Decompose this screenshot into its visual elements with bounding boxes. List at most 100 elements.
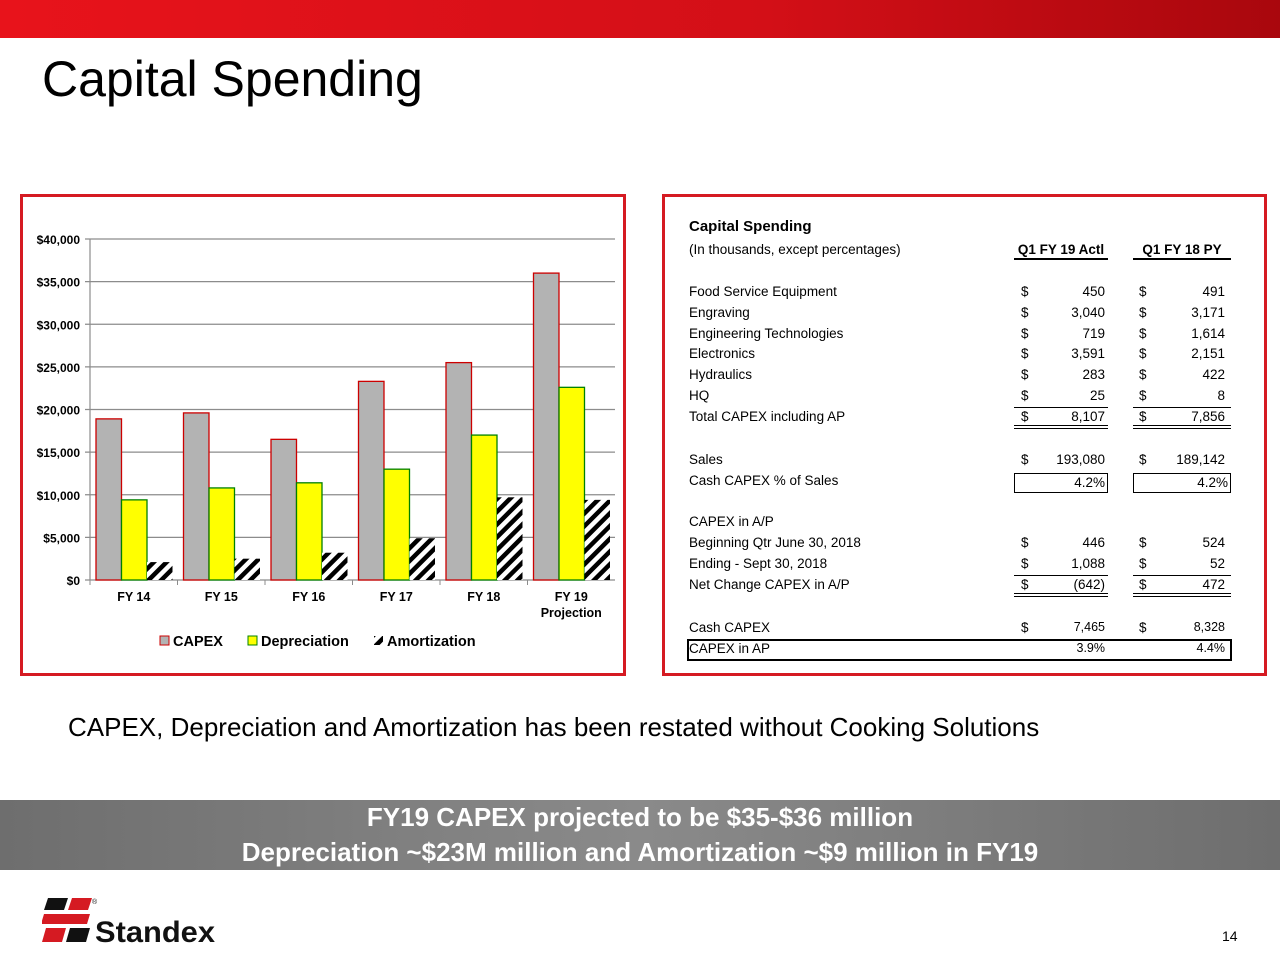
row-label: Beginning Qtr June 30, 2018 [689,535,861,550]
currency-symbol: $ [1139,284,1147,299]
legend-swatch-amortization [374,636,383,645]
currency-symbol: $ [1139,367,1147,382]
cell-q1-fy18: 491 [1202,284,1225,299]
bar-depreciation [120,499,148,581]
bar-amortization [147,562,173,580]
bar-amortization [322,552,348,580]
row-label: Hydraulics [689,367,753,382]
svg-text:Standex: Standex [95,916,215,946]
bar-depreciation [295,482,323,581]
currency-symbol: $ [1021,577,1029,592]
row-label: Electronics [689,346,756,361]
bar-amortization [584,499,610,580]
currency-symbol: $ [1021,409,1029,424]
standex-logo: Standex ® [41,896,232,951]
bar-capex [445,361,473,581]
cell-q1-fy19: 446 [1082,535,1105,550]
cell-q1-fy18: 2,151 [1191,346,1225,361]
cell-q1-fy19: 193,080 [1056,452,1105,467]
bar-capex [95,418,123,581]
cell-q1-fy19: 3,591 [1071,346,1105,361]
currency-symbol: $ [1139,346,1147,361]
cell-q1-fy19: 283 [1082,367,1105,382]
cell-q1-fy19: 719 [1082,326,1105,341]
bar-capex [182,412,210,581]
x-tick-label: FY 19 [555,590,588,604]
row-label: CAPEX in A/P [689,514,774,529]
cell-q1-fy18: 189,142 [1176,452,1225,467]
row-label: Cash CAPEX [689,620,771,635]
cell-q1-fy18: 4.4% [1196,641,1226,655]
currency-symbol: $ [1139,305,1147,320]
y-tick-label: $20,000 [37,404,81,418]
cell-q1-fy18: 3,171 [1191,305,1225,320]
row-label: Engineering Technologies [689,326,844,341]
currency-symbol: $ [1021,305,1029,320]
x-tick-label: FY 14 [117,590,150,604]
svg-text:®: ® [92,898,98,906]
currency-symbol: $ [1021,346,1029,361]
currency-symbol: $ [1139,409,1147,424]
currency-symbol: $ [1021,326,1029,341]
currency-symbol: $ [1021,535,1029,550]
cell-q1-fy19: 25 [1014,388,1108,408]
y-tick-label: $0 [67,574,81,588]
currency-symbol: $ [1139,452,1147,467]
bar-amortization [497,497,523,580]
y-tick-label: $40,000 [37,233,81,247]
y-tick-label: $5,000 [43,531,80,545]
slide-title: Capital Spending [42,51,423,107]
projection-banner: FY19 CAPEX projected to be $35-$36 milli… [0,800,1280,870]
cell-q1-fy19: 4.2% [1014,473,1108,493]
cell-q1-fy18: 472 [1133,577,1231,597]
row-label: Ending - Sept 30, 2018 [689,556,828,571]
x-tick-label: FY 15 [205,590,238,604]
bar-amortization [234,558,260,580]
cell-q1-fy19: 7,465 [1073,620,1105,634]
banner-line-1: FY19 CAPEX projected to be $35-$36 milli… [366,802,914,832]
restatement-caption: CAPEX, Depreciation and Amortization has… [68,712,1040,742]
currency-symbol: $ [1139,535,1147,550]
cell-q1-fy19: (642) [1014,577,1108,597]
bar-capex [270,438,298,581]
row-label: Total CAPEX including AP [689,409,846,424]
column-header-q1-fy18: Q1 FY 18 PY [1133,242,1231,260]
legend-label-capex: CAPEX [173,634,223,650]
cell-q1-fy19: 3.9% [1076,641,1106,655]
bar-depreciation [470,434,498,581]
legend-label-depreciation: Depreciation [261,634,349,650]
cell-q1-fy18: 8,328 [1193,620,1225,634]
y-tick-label: $30,000 [37,318,81,332]
currency-symbol: $ [1139,577,1147,592]
currency-symbol: $ [1139,556,1147,571]
bar-depreciation [208,487,236,581]
bar-depreciation [558,386,586,581]
row-label: HQ [689,388,710,403]
currency-symbol: $ [1139,620,1147,635]
column-header-q1-fy19: Q1 FY 19 Actl [1014,242,1108,260]
chart-panel [20,194,626,676]
x-tick-label: FY 17 [380,590,413,604]
row-label: Food Service Equipment [689,284,837,299]
x-tick-label: FY 16 [292,590,325,604]
row-label: Cash CAPEX % of Sales [689,473,839,488]
currency-symbol: $ [1021,388,1029,403]
currency-symbol: $ [1021,452,1029,467]
bar-amortization [409,538,435,580]
page-number: 14 [1222,928,1238,944]
cell-q1-fy19: 8,107 [1014,409,1108,429]
bar-capex [532,272,560,581]
currency-symbol: $ [1021,284,1029,299]
legend-swatch-depreciation [247,635,258,646]
table-title: Capital Spending [689,218,812,235]
table-subtitle: (In thousands, except percentages) [689,242,901,257]
bar-depreciation [383,468,411,581]
cell-q1-fy18: 8 [1133,388,1231,408]
legend-swatch-capex [159,635,170,646]
x-tick-label: FY 18 [467,590,500,604]
y-tick-label: $15,000 [37,446,81,460]
cell-q1-fy18 [1133,514,1231,534]
legend-label-amortization: Amortization [387,634,476,650]
cell-q1-fy19: 3,040 [1071,305,1105,320]
cell-q1-fy18: 7,856 [1133,409,1231,429]
